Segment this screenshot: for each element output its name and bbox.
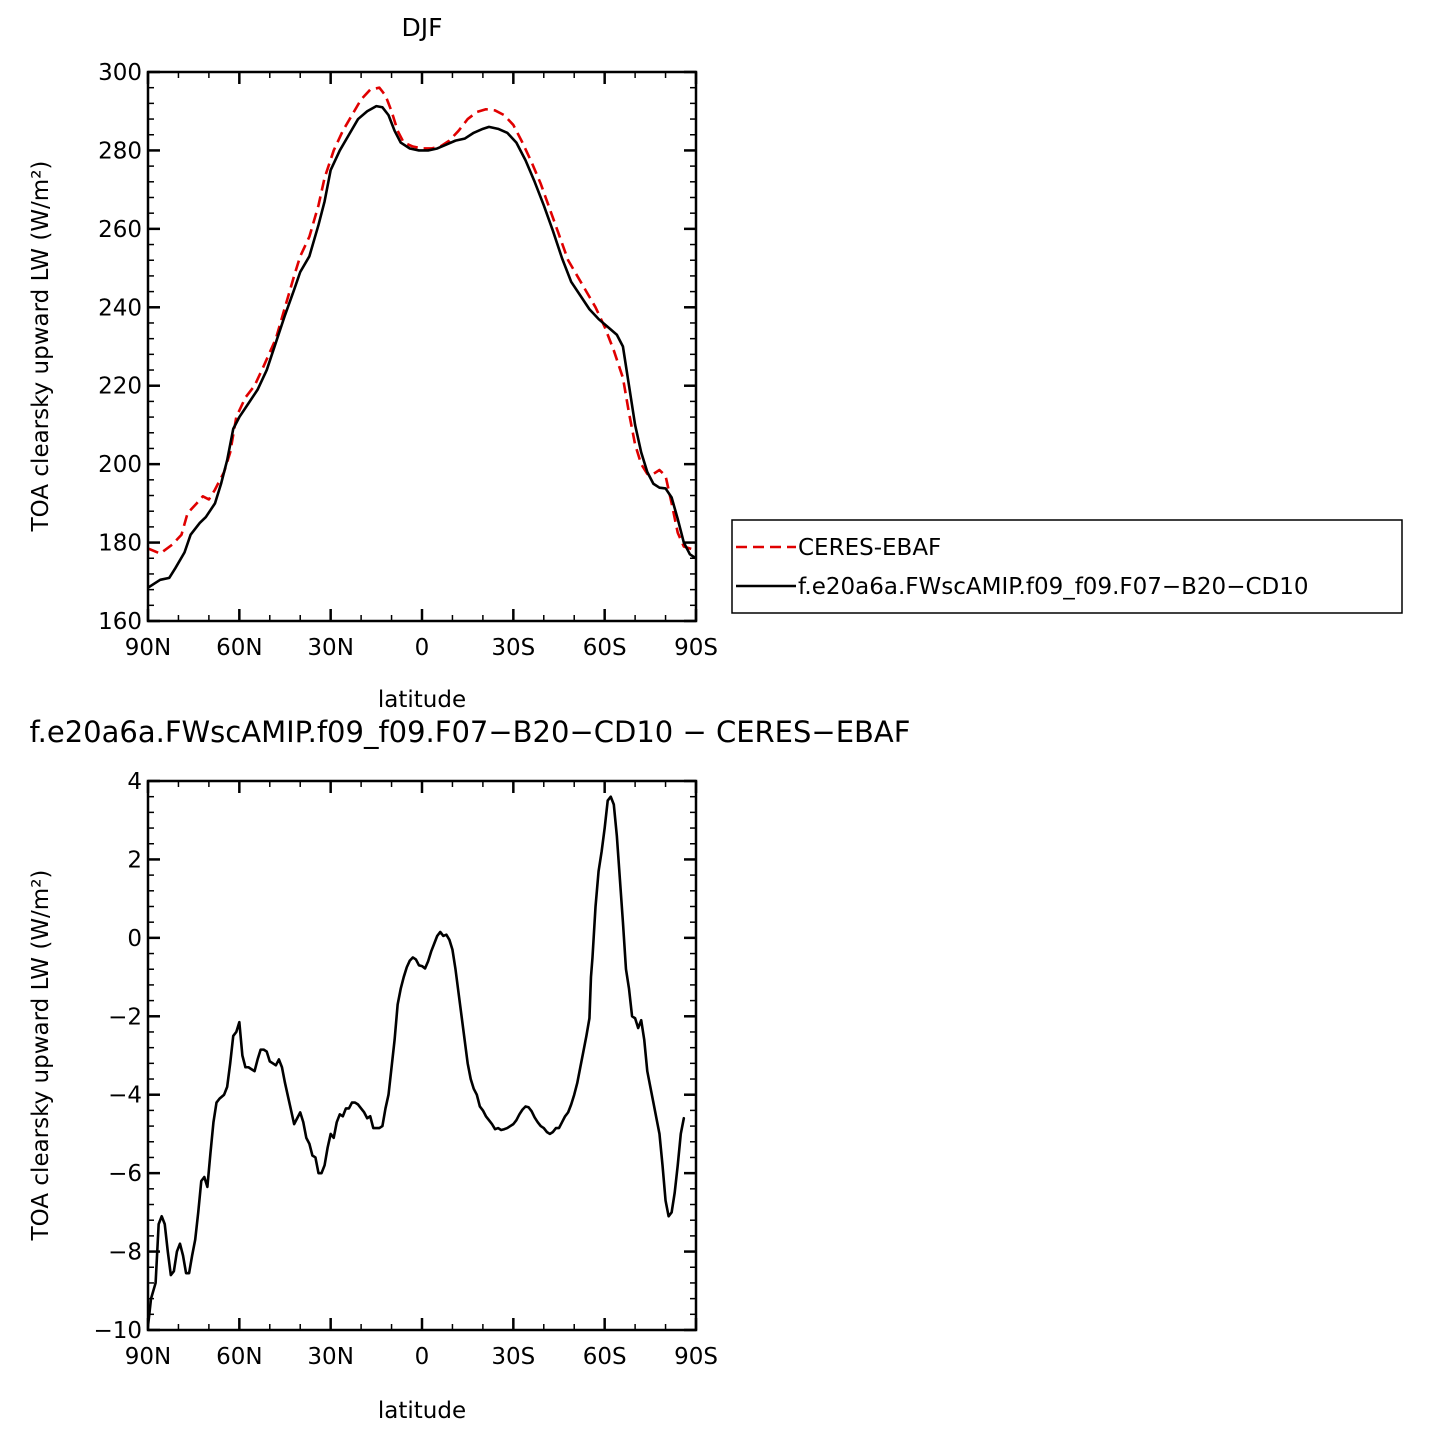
y-tick-label: 0 (127, 926, 142, 952)
x-tick-label: 30N (307, 1344, 353, 1370)
y-tick-label: −6 (108, 1161, 142, 1187)
y-tick-label: −2 (108, 1004, 142, 1030)
series-line-b (148, 104, 696, 589)
legend-label-ceres: CERES-EBAF (798, 535, 941, 561)
legend-label-model: f.e20a6a.FWscAMIP.f09_f09.F07−B20−CD10 (798, 574, 1309, 600)
series-line-a (148, 795, 686, 1328)
x-tick-label: 60S (583, 1344, 627, 1370)
x-tick-label: 0 (415, 635, 430, 661)
y-tick-label: 280 (98, 138, 142, 164)
x-tick-label: 30N (307, 635, 353, 661)
top-chart-ticks: 90N 60N 30N 0 30S 60S 90S 160 180 200 220 240 260 280… (98, 60, 718, 661)
bottom-chart-y-axis-label: TOA clearsky upward LW (W/m²) (28, 870, 54, 1242)
x-tick-label: 90N (125, 635, 171, 661)
bottom-chart: f.e20a6a.FWscAMIP.f09_f09.F07−B20−CD10 −… (28, 715, 910, 1424)
bottom-chart-series (148, 795, 686, 1328)
bottom-chart-ticks: 90N 60N 30N 0 30S 60S 90S −10 −8 −6 −4 −2 0 2 4 (93, 769, 717, 1370)
y-tick-label: 300 (98, 60, 142, 86)
y-tick-label: −4 (108, 1083, 142, 1109)
legend-box (731, 519, 1403, 614)
y-tick-label: 4 (127, 769, 142, 795)
y-tick-label: −8 (108, 1240, 142, 1266)
top-chart-x-axis-label: latitude (378, 687, 466, 713)
x-tick-label: 60N (216, 1344, 262, 1370)
y-tick-label: 2 (127, 847, 142, 873)
series-line-a (148, 86, 696, 555)
top-chart: DJF 90N 60N 30N 0 30S 60S 90S 160 180 200 220 240 26… (28, 13, 718, 713)
top-chart-minor-ticks (148, 72, 696, 621)
bottom-chart-x-axis-label: latitude (378, 1398, 466, 1424)
y-tick-label: 260 (98, 217, 142, 243)
y-tick-label: 200 (98, 452, 142, 478)
x-tick-label: 90S (674, 635, 718, 661)
top-chart-title: DJF (401, 13, 442, 42)
x-tick-label: 30S (491, 1344, 535, 1370)
bottom-chart-title: f.e20a6a.FWscAMIP.f09_f09.F07−B20−CD10 −… (30, 715, 911, 749)
y-tick-label: 240 (98, 295, 142, 321)
top-chart-frame (146, 70, 698, 623)
x-tick-label: 60N (216, 635, 262, 661)
x-tick-label: 30S (491, 635, 535, 661)
legend: CERES-EBAF f.e20a6a.FWscAMIP.f09_f09.F07… (731, 519, 1403, 614)
x-tick-label: 0 (415, 1344, 430, 1370)
x-tick-label: 60S (583, 635, 627, 661)
bottom-chart-frame (146, 779, 698, 1332)
x-tick-label: 90S (674, 1344, 718, 1370)
y-tick-label: 160 (98, 609, 142, 635)
top-chart-series (148, 86, 696, 589)
y-tick-label: 220 (98, 374, 142, 400)
y-tick-label: 180 (98, 531, 142, 557)
y-tick-label: −10 (93, 1318, 142, 1344)
x-tick-label: 90N (125, 1344, 171, 1370)
top-chart-y-axis-label: TOA clearsky upward LW (W/m²) (28, 161, 54, 533)
